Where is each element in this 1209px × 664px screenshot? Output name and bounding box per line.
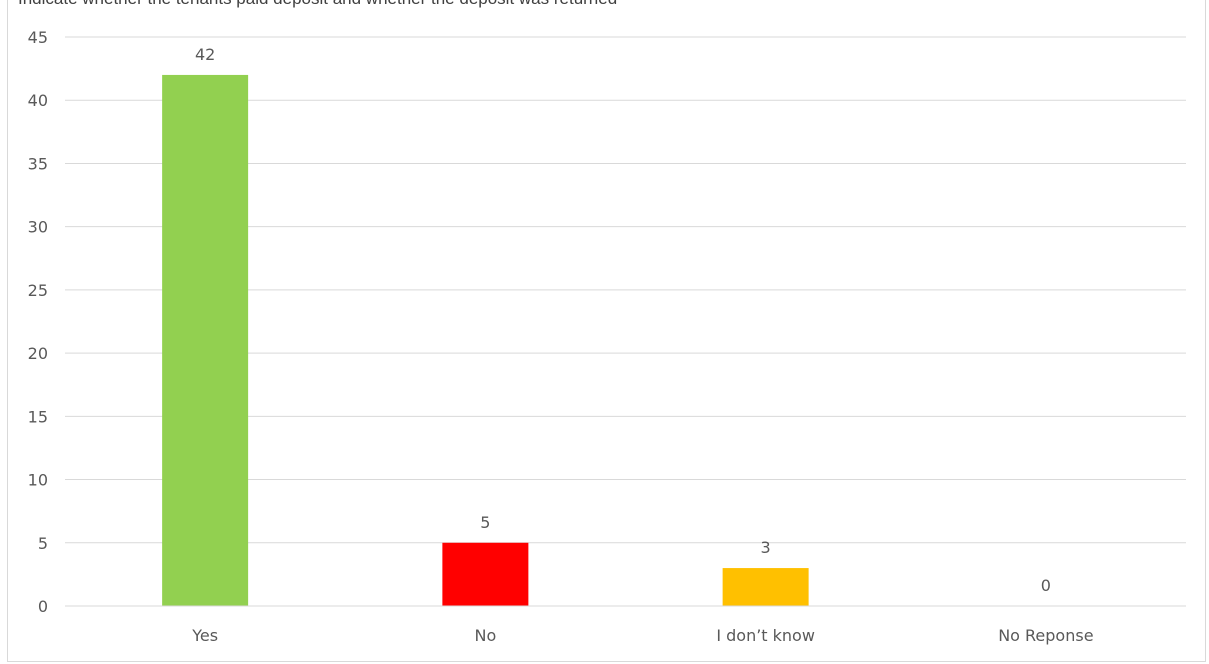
y-tick-label-25: 25: [28, 281, 48, 300]
data-label-1: 5: [480, 513, 490, 532]
x-category-label-3: No Reponse: [998, 626, 1093, 645]
y-tick-label-35: 35: [28, 154, 48, 173]
y-axis-ticks: 0 5 10 15 20 25 30 35 40 45: [28, 28, 48, 616]
data-label-3: 0: [1041, 576, 1051, 595]
chart-frame: Indicate whether the tenants paid deposi…: [7, 0, 1206, 662]
y-tick-label-10: 10: [28, 471, 48, 490]
y-tick-label-20: 20: [28, 344, 48, 363]
y-tick-label-45: 45: [28, 28, 48, 47]
x-axis-labels: Yes No I don’t know No Reponse: [191, 626, 1093, 645]
x-category-label-1: No: [474, 626, 496, 645]
bars: [162, 74, 809, 606]
bar-1: [442, 542, 529, 606]
data-labels: 42 5 3 0: [195, 45, 1051, 595]
y-tick-label-0: 0: [38, 597, 48, 616]
data-label-2: 3: [761, 538, 771, 557]
y-tick-label-30: 30: [28, 218, 48, 237]
bar-2: [722, 568, 809, 606]
y-tick-label-15: 15: [28, 407, 48, 426]
x-category-label-2: I don’t know: [716, 626, 815, 645]
y-tick-label-5: 5: [38, 534, 48, 553]
x-category-label-0: Yes: [191, 626, 218, 645]
chart-title-clipped: Indicate whether the tenants paid deposi…: [18, 0, 617, 9]
bar-0: [162, 74, 249, 606]
y-tick-label-40: 40: [28, 91, 48, 110]
gridlines: [65, 36, 1186, 544]
data-label-0: 42: [195, 45, 215, 64]
